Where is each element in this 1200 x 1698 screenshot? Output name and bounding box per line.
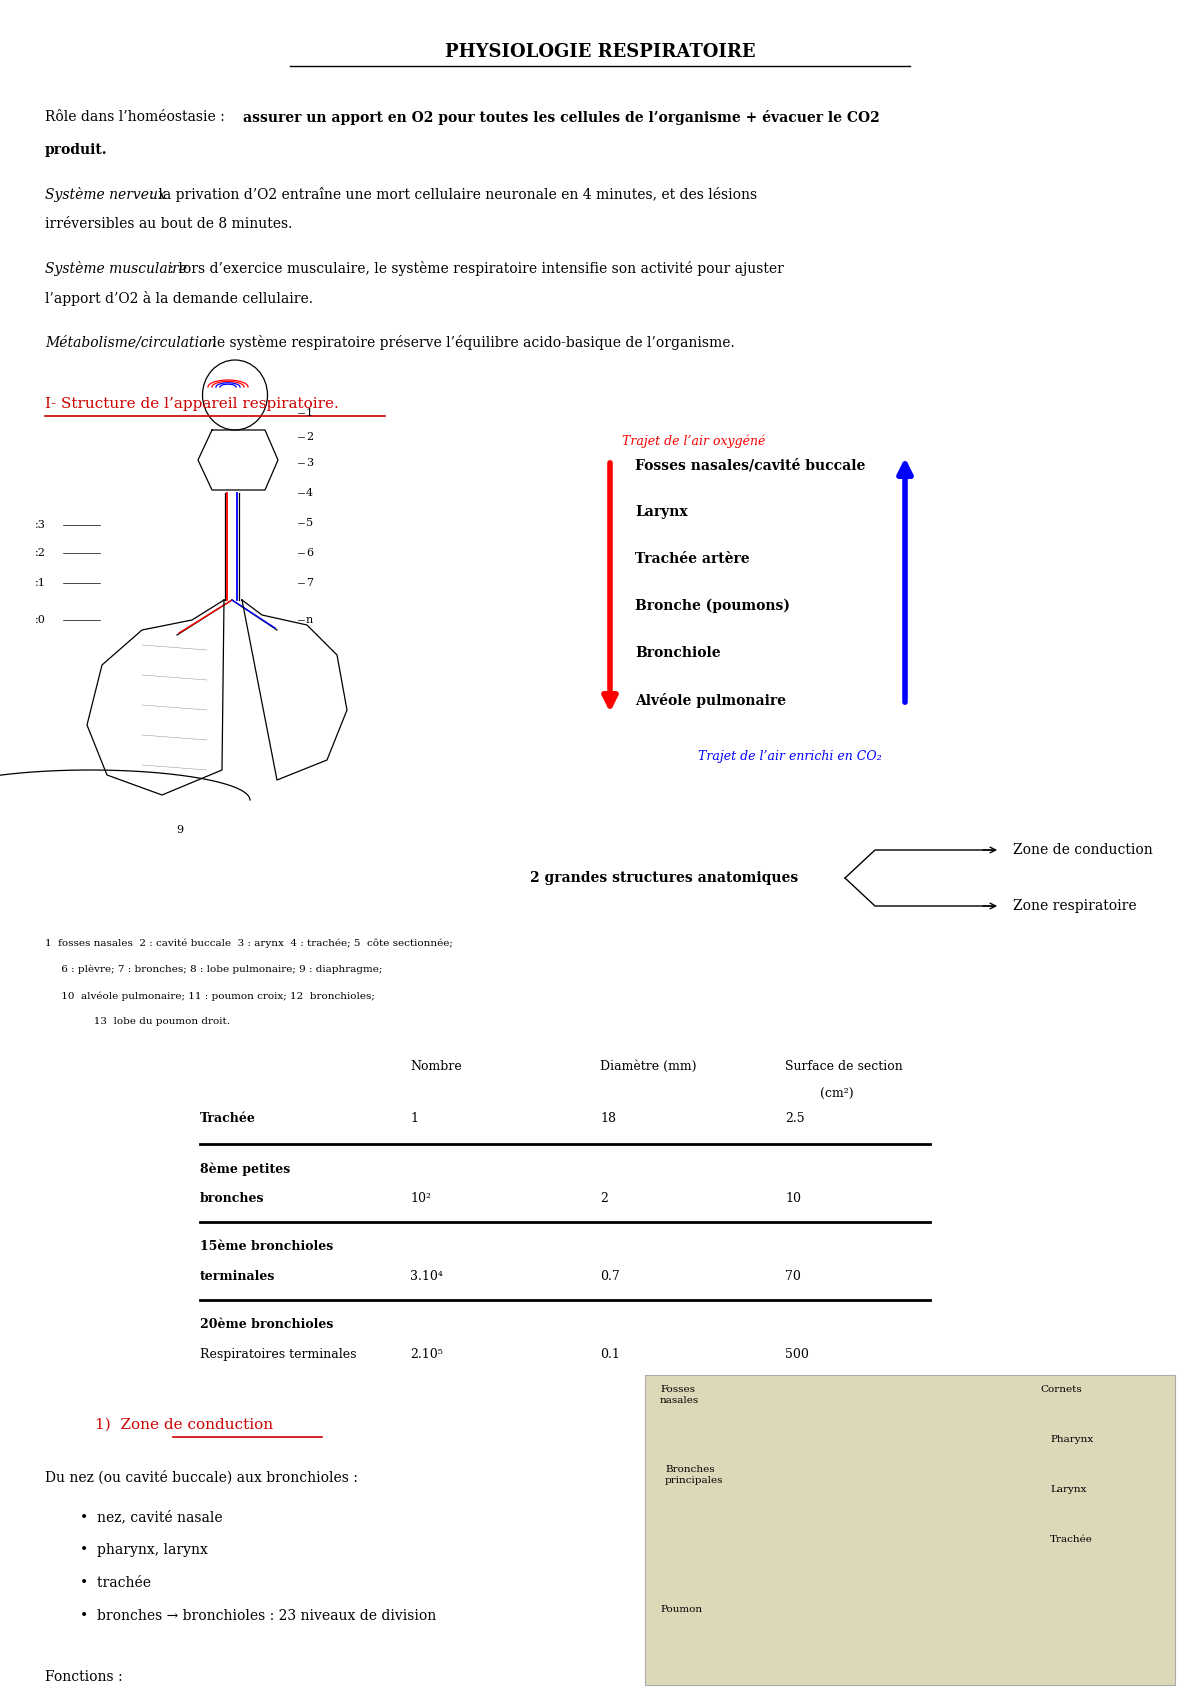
Text: Du nez (ou cavité buccale) aux bronchioles :: Du nez (ou cavité buccale) aux bronchiol… <box>46 1470 358 1484</box>
Text: Fosses nasales/cavité buccale: Fosses nasales/cavité buccale <box>635 458 865 472</box>
Text: PHYSIOLOGIE RESPIRATOIRE: PHYSIOLOGIE RESPIRATOIRE <box>445 42 755 61</box>
Text: 6: 6 <box>306 548 313 559</box>
Text: 20ème bronchioles: 20ème bronchioles <box>200 1318 334 1331</box>
Text: Surface de section: Surface de section <box>785 1060 902 1073</box>
Text: I- Structure de l’appareil respiratoire.: I- Structure de l’appareil respiratoire. <box>46 397 338 411</box>
Text: Fonctions :: Fonctions : <box>46 1671 122 1684</box>
Text: Larynx: Larynx <box>635 504 688 520</box>
Text: 18: 18 <box>600 1112 616 1126</box>
Text: :1: :1 <box>35 577 46 588</box>
Text: Bronches
principales: Bronches principales <box>665 1465 724 1484</box>
Text: Zone respiratoire: Zone respiratoire <box>1013 898 1136 914</box>
Text: Trachée: Trachée <box>200 1112 256 1126</box>
Text: :0: :0 <box>35 615 46 625</box>
Text: •  nez, cavité nasale: • nez, cavité nasale <box>80 1510 223 1525</box>
Text: 10: 10 <box>785 1192 802 1206</box>
Text: irréversibles au bout de 8 minutes.: irréversibles au bout de 8 minutes. <box>46 217 293 231</box>
Text: 70: 70 <box>785 1270 800 1284</box>
Text: 7: 7 <box>306 577 313 588</box>
Text: Pharynx: Pharynx <box>1050 1435 1093 1445</box>
Text: 1  fosses nasales  2 : cavité buccale  3 : arynx  4 : trachée; 5  côte sectionné: 1 fosses nasales 2 : cavité buccale 3 : … <box>46 937 452 947</box>
Text: :3: :3 <box>35 520 46 530</box>
Text: 3.10⁴: 3.10⁴ <box>410 1270 443 1284</box>
Text: 10  alvéole pulmonaire; 11 : poumon croix; 12  bronchioles;: 10 alvéole pulmonaire; 11 : poumon croix… <box>46 992 374 1000</box>
Text: 2: 2 <box>306 431 313 441</box>
Text: 2.10⁵: 2.10⁵ <box>410 1348 443 1362</box>
Text: 5: 5 <box>306 518 313 528</box>
Text: terminales: terminales <box>200 1270 275 1284</box>
Text: 6 : plèvre; 7 : bronches; 8 : lobe pulmonaire; 9 : diaphragme;: 6 : plèvre; 7 : bronches; 8 : lobe pulmo… <box>46 964 383 975</box>
Text: Bronchiole: Bronchiole <box>635 645 721 661</box>
Text: 1)  Zone de conduction: 1) Zone de conduction <box>95 1418 274 1431</box>
Text: Système musculaire: Système musculaire <box>46 261 187 277</box>
Text: : la privation d’O2 entraîne une mort cellulaire neuronale en 4 minutes, et des : : la privation d’O2 entraîne une mort ce… <box>145 187 757 202</box>
Text: 2 grandes structures anatomiques: 2 grandes structures anatomiques <box>530 871 798 885</box>
Text: Poumon: Poumon <box>660 1606 702 1615</box>
Text: 9: 9 <box>176 825 184 835</box>
Text: n: n <box>306 615 313 625</box>
Text: Trachée artère: Trachée artère <box>635 552 750 565</box>
Text: :2: :2 <box>35 548 46 559</box>
Text: 8ème petites: 8ème petites <box>200 1161 290 1175</box>
Text: •  pharynx, larynx: • pharynx, larynx <box>80 1543 208 1557</box>
Text: 2.5: 2.5 <box>785 1112 805 1126</box>
Text: 10²: 10² <box>410 1192 431 1206</box>
Text: : le système respiratoire préserve l’équilibre acido-basique de l’organisme.: : le système respiratoire préserve l’équ… <box>199 335 734 350</box>
Text: : lors d’exercice musculaire, le système respiratoire intensifie son activité po: : lors d’exercice musculaire, le système… <box>166 261 785 277</box>
Text: Trachée: Trachée <box>1050 1535 1093 1545</box>
Text: Fosses
nasales: Fosses nasales <box>660 1386 700 1404</box>
Text: Alvéole pulmonaire: Alvéole pulmonaire <box>635 693 786 708</box>
Text: Métabolisme/circulation: Métabolisme/circulation <box>46 335 216 350</box>
Text: 13  lobe du poumon droit.: 13 lobe du poumon droit. <box>46 1017 230 1027</box>
Text: Zone de conduction: Zone de conduction <box>1013 842 1153 857</box>
Text: l’apport d’O2 à la demande cellulaire.: l’apport d’O2 à la demande cellulaire. <box>46 290 313 306</box>
Text: Système nerveux: Système nerveux <box>46 187 166 202</box>
Text: Respiratoires terminales: Respiratoires terminales <box>200 1348 356 1362</box>
Text: 4: 4 <box>306 487 313 498</box>
Text: 1: 1 <box>410 1112 418 1126</box>
Text: Cornets: Cornets <box>1040 1386 1081 1394</box>
Text: Bronche (poumons): Bronche (poumons) <box>635 599 790 613</box>
Text: bronches: bronches <box>200 1192 264 1206</box>
Text: 3: 3 <box>306 458 313 469</box>
Text: (cm²): (cm²) <box>820 1088 853 1100</box>
Text: Trajet de l’air oxygéné: Trajet de l’air oxygéné <box>622 435 766 448</box>
Text: Trajet de l’air enrichi en CO₂: Trajet de l’air enrichi en CO₂ <box>698 751 882 762</box>
Text: 0.7: 0.7 <box>600 1270 619 1284</box>
Text: Nombre: Nombre <box>410 1060 462 1073</box>
Text: Rôle dans l’homéostasie :: Rôle dans l’homéostasie : <box>46 110 229 124</box>
Text: 2: 2 <box>600 1192 608 1206</box>
Text: 15ème bronchioles: 15ème bronchioles <box>200 1240 334 1253</box>
Text: •  bronches → bronchioles : 23 niveaux de division: • bronches → bronchioles : 23 niveaux de… <box>80 1610 437 1623</box>
Text: Diamètre (mm): Diamètre (mm) <box>600 1060 696 1073</box>
Text: 500: 500 <box>785 1348 809 1362</box>
Text: Larynx: Larynx <box>1050 1486 1086 1494</box>
Text: 0.1: 0.1 <box>600 1348 620 1362</box>
Text: produit.: produit. <box>46 143 108 156</box>
Text: assurer un apport en O2 pour toutes les cellules de l’organisme + évacuer le CO2: assurer un apport en O2 pour toutes les … <box>242 110 880 126</box>
Text: 1: 1 <box>306 408 313 418</box>
Bar <box>646 1375 1175 1684</box>
Text: •  trachée: • trachée <box>80 1576 151 1589</box>
